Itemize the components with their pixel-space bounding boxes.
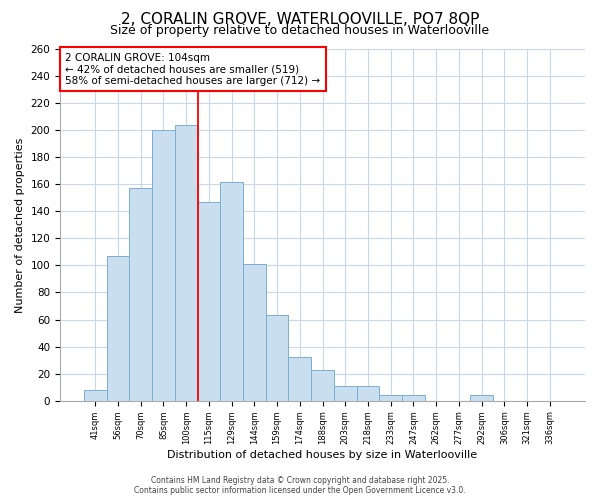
Text: Size of property relative to detached houses in Waterlooville: Size of property relative to detached ho…: [110, 24, 490, 37]
Bar: [107, 256, 130, 400]
Bar: [470, 396, 493, 400]
Bar: [220, 182, 243, 400]
Bar: [197, 202, 220, 400]
Bar: [379, 396, 402, 400]
Bar: [334, 386, 356, 400]
Bar: [311, 370, 334, 400]
Bar: [402, 396, 425, 400]
Bar: [84, 390, 107, 400]
Bar: [266, 316, 289, 400]
Text: 2, CORALIN GROVE, WATERLOOVILLE, PO7 8QP: 2, CORALIN GROVE, WATERLOOVILLE, PO7 8QP: [121, 12, 479, 28]
Y-axis label: Number of detached properties: Number of detached properties: [15, 137, 25, 312]
Text: 2 CORALIN GROVE: 104sqm
← 42% of detached houses are smaller (519)
58% of semi-d: 2 CORALIN GROVE: 104sqm ← 42% of detache…: [65, 52, 320, 86]
Bar: [356, 386, 379, 400]
Bar: [289, 358, 311, 401]
Bar: [130, 188, 152, 400]
Text: Contains HM Land Registry data © Crown copyright and database right 2025.
Contai: Contains HM Land Registry data © Crown c…: [134, 476, 466, 495]
X-axis label: Distribution of detached houses by size in Waterlooville: Distribution of detached houses by size …: [167, 450, 478, 460]
Bar: [243, 264, 266, 400]
Bar: [152, 130, 175, 400]
Bar: [175, 125, 197, 400]
